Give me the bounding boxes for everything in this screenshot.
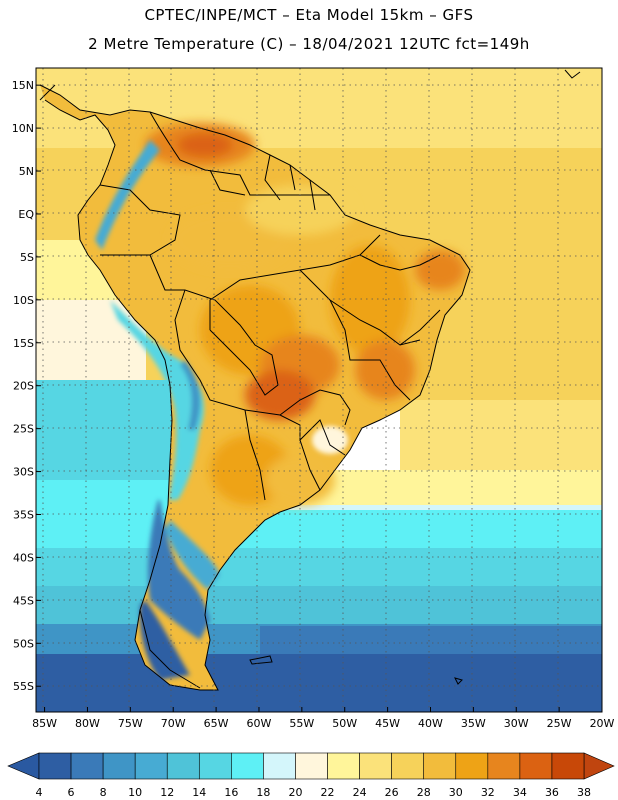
colorbar-low-arrow — [7, 752, 40, 780]
colorbar-swatch — [134, 752, 168, 780]
colorbar-swatch — [519, 752, 553, 780]
title-line-1: CPTEC/INPE/MCT – Eta Model 15km – GFS — [144, 6, 474, 24]
colorbar-label: 26 — [385, 786, 399, 799]
ocean-band — [36, 380, 186, 490]
lon-label: 55W — [289, 717, 314, 730]
lat-label: 5N — [19, 165, 34, 178]
ocean-band — [36, 510, 602, 550]
lat-label: 15N — [12, 79, 34, 92]
colorbar-label: 36 — [545, 786, 559, 799]
graticule — [36, 68, 602, 712]
colorbar-swatch — [198, 752, 232, 780]
colorbar-label: 6 — [68, 786, 75, 799]
title-line-2: 2 Metre Temperature (C) – 18/04/2021 12U… — [88, 35, 530, 53]
lon-label: 65W — [204, 717, 229, 730]
ocean-band — [36, 654, 602, 712]
temperature-field — [36, 68, 602, 712]
colorbar-swatch — [70, 752, 104, 780]
colorbar-label: 38 — [577, 786, 591, 799]
colorbar-label: 30 — [449, 786, 463, 799]
colorbar-label: 16 — [224, 786, 238, 799]
lat-label: 5S — [20, 251, 34, 264]
latitude-axis: 15N 10N 5N EQ 5S 10S 15S 20S 25S 30S 35S 40S 45S 50S 5… — [12, 79, 41, 693]
lat-label: 30S — [13, 466, 34, 479]
lat-label: 50S — [13, 637, 34, 650]
colorbar-swatch — [423, 752, 457, 780]
lat-label: 20S — [13, 380, 34, 393]
lon-label: 45W — [375, 717, 400, 730]
lon-label: 30W — [504, 717, 529, 730]
colorbar-label: 12 — [160, 786, 174, 799]
colorbar-label: 8 — [100, 786, 107, 799]
lat-label: 25S — [13, 423, 34, 436]
colorbar-label: 4 — [36, 786, 43, 799]
lat-label: EQ — [18, 208, 34, 221]
colorbar-swatch — [551, 752, 585, 780]
ocean-band — [36, 586, 602, 626]
ocean-band — [260, 626, 602, 654]
lat-label: 55S — [13, 680, 34, 693]
ocean-band — [36, 548, 602, 588]
colorbar-swatch — [38, 752, 72, 780]
lon-label: 40W — [418, 717, 443, 730]
colorbar-label: 18 — [256, 786, 270, 799]
lon-label: 75W — [118, 717, 143, 730]
lon-label: 50W — [332, 717, 357, 730]
colorbar-label: 32 — [481, 786, 495, 799]
ocean-band — [36, 300, 146, 380]
lat-label: 40S — [13, 551, 34, 564]
lon-label: 70W — [161, 717, 186, 730]
lat-label: 45S — [13, 594, 34, 607]
colorbar-swatch — [455, 752, 489, 780]
colorbar-swatch — [487, 752, 521, 780]
ocean-band — [400, 400, 602, 470]
colorbar-swatch — [102, 752, 136, 780]
map-frame — [35, 67, 603, 713]
longitude-axis: 85W 80W 75W 70W 65W 60W 55W 50W 45W 40W 35W 30W 25W 2… — [32, 707, 615, 730]
colorbar-swatch — [295, 752, 328, 780]
colorbar-label: 34 — [513, 786, 527, 799]
lon-label: 20W — [590, 717, 615, 730]
lon-label: 85W — [32, 717, 57, 730]
lon-label: 25W — [547, 717, 572, 730]
colorbar-swatch — [263, 752, 296, 780]
lat-label: 15S — [13, 337, 34, 350]
colorbar-swatch — [327, 752, 360, 780]
colorbar: 4 6 8 10 12 14 16 18 20 22 24 26 28 30 32 34 36 38 — [7, 752, 615, 799]
colorbar-high-arrow — [583, 752, 615, 780]
colorbar-swatch — [391, 752, 425, 780]
lat-label: 35S — [13, 509, 34, 522]
lat-label: 10S — [13, 294, 34, 307]
lon-label: 35W — [461, 717, 486, 730]
ocean-band — [36, 480, 186, 510]
colorbar-swatch — [359, 752, 392, 780]
colorbar-label: 22 — [321, 786, 335, 799]
colorbar-label: 20 — [288, 786, 302, 799]
colorbar-label: 14 — [192, 786, 206, 799]
colorbar-swatch — [166, 752, 200, 780]
lon-label: 80W — [75, 717, 100, 730]
colorbar-label: 28 — [417, 786, 431, 799]
lat-label: 10N — [12, 122, 34, 135]
colorbar-swatch — [231, 752, 264, 780]
andes-cool — [95, 140, 220, 680]
cool-patch — [312, 426, 348, 454]
colorbar-label: 10 — [128, 786, 142, 799]
colorbar-label: 24 — [353, 786, 367, 799]
lon-label: 60W — [247, 717, 272, 730]
